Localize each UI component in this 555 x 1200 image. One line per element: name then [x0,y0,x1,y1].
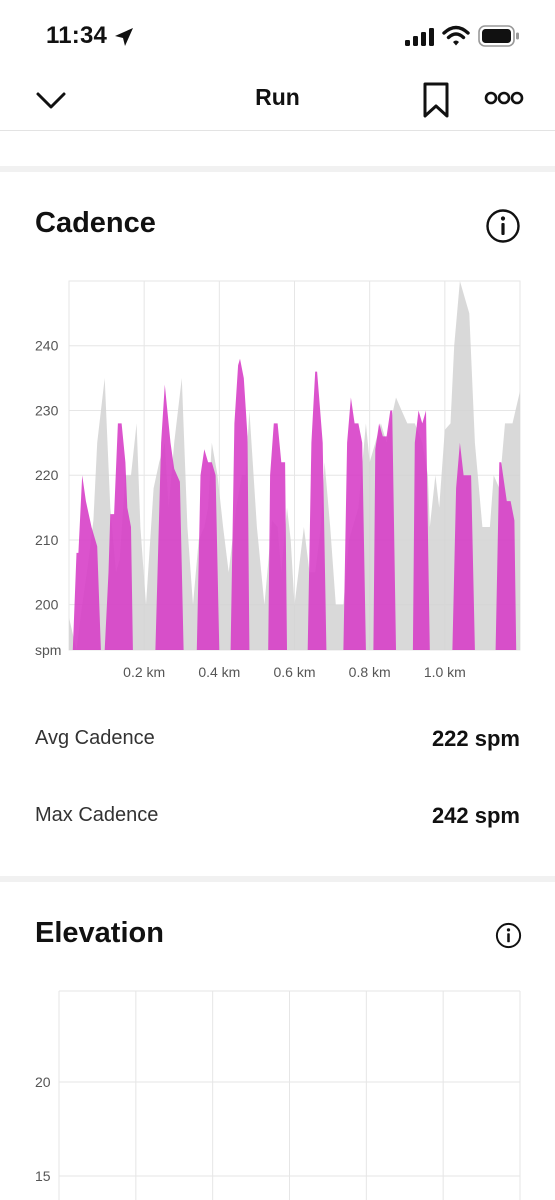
wifi-icon [442,25,470,46]
cadence-info-button[interactable] [485,208,521,249]
elevation-title: Elevation [35,917,164,949]
collapse-button[interactable] [32,82,72,118]
max-cadence-value: 242 spm [431,803,520,828]
section-divider [0,166,555,172]
battery-icon [478,25,519,47]
elevation-grid [58,990,521,1200]
y-tick-label: 230 [35,402,59,418]
y-tick-label: 20 [35,1074,51,1090]
y-tick-label: 15 [35,1168,51,1184]
avg-cadence-value: 222 spm [431,726,520,751]
x-tick-label: 0.6 km [273,664,315,680]
x-tick-label: 0.4 km [198,664,240,680]
x-tick-label: 0.2 km [123,664,165,680]
more-dots-icon [484,91,524,105]
status-bar: 11:34 [0,0,555,70]
y-tick-label: 210 [35,532,59,548]
status-time: 11:34 [46,22,108,49]
nav-bar: Run [0,70,555,131]
cadence-series-group [69,281,520,650]
bookmark-icon [423,82,449,118]
y-tick-label: 240 [35,338,59,354]
y-tick-label: 200 [35,597,59,613]
max-cadence-label: Max Cadence [35,804,159,826]
chevron-down-icon [36,92,66,109]
cadence-axis-labels: 0.2 km 0.4 km 0.6 km 0.8 km 1.0 km 240 230 220 2… [35,338,466,680]
cadence-chart: 0.2 km 0.4 km 0.6 km 0.8 km 1.0 km 240 230 220 2… [35,280,521,680]
cadence-area-series [69,358,520,650]
location-arrow-icon [115,28,133,46]
x-tick-label: 1.0 km [424,664,466,680]
y-tick-label: 220 [35,467,59,483]
x-tick-label: 0.8 km [349,664,391,680]
page-title: Run [255,84,300,110]
comparison-area-series [69,281,520,650]
info-icon [495,922,522,949]
bookmark-button[interactable] [418,80,454,120]
cellular-signal-icon [405,28,434,46]
avg-cadence-label: Avg Cadence [35,727,155,749]
section-divider [0,876,555,882]
info-icon [486,209,520,243]
y-unit-label: spm [35,642,61,658]
more-options-button[interactable] [484,86,524,110]
cadence-title: Cadence [35,207,156,239]
elevation-info-button[interactable] [495,922,522,954]
